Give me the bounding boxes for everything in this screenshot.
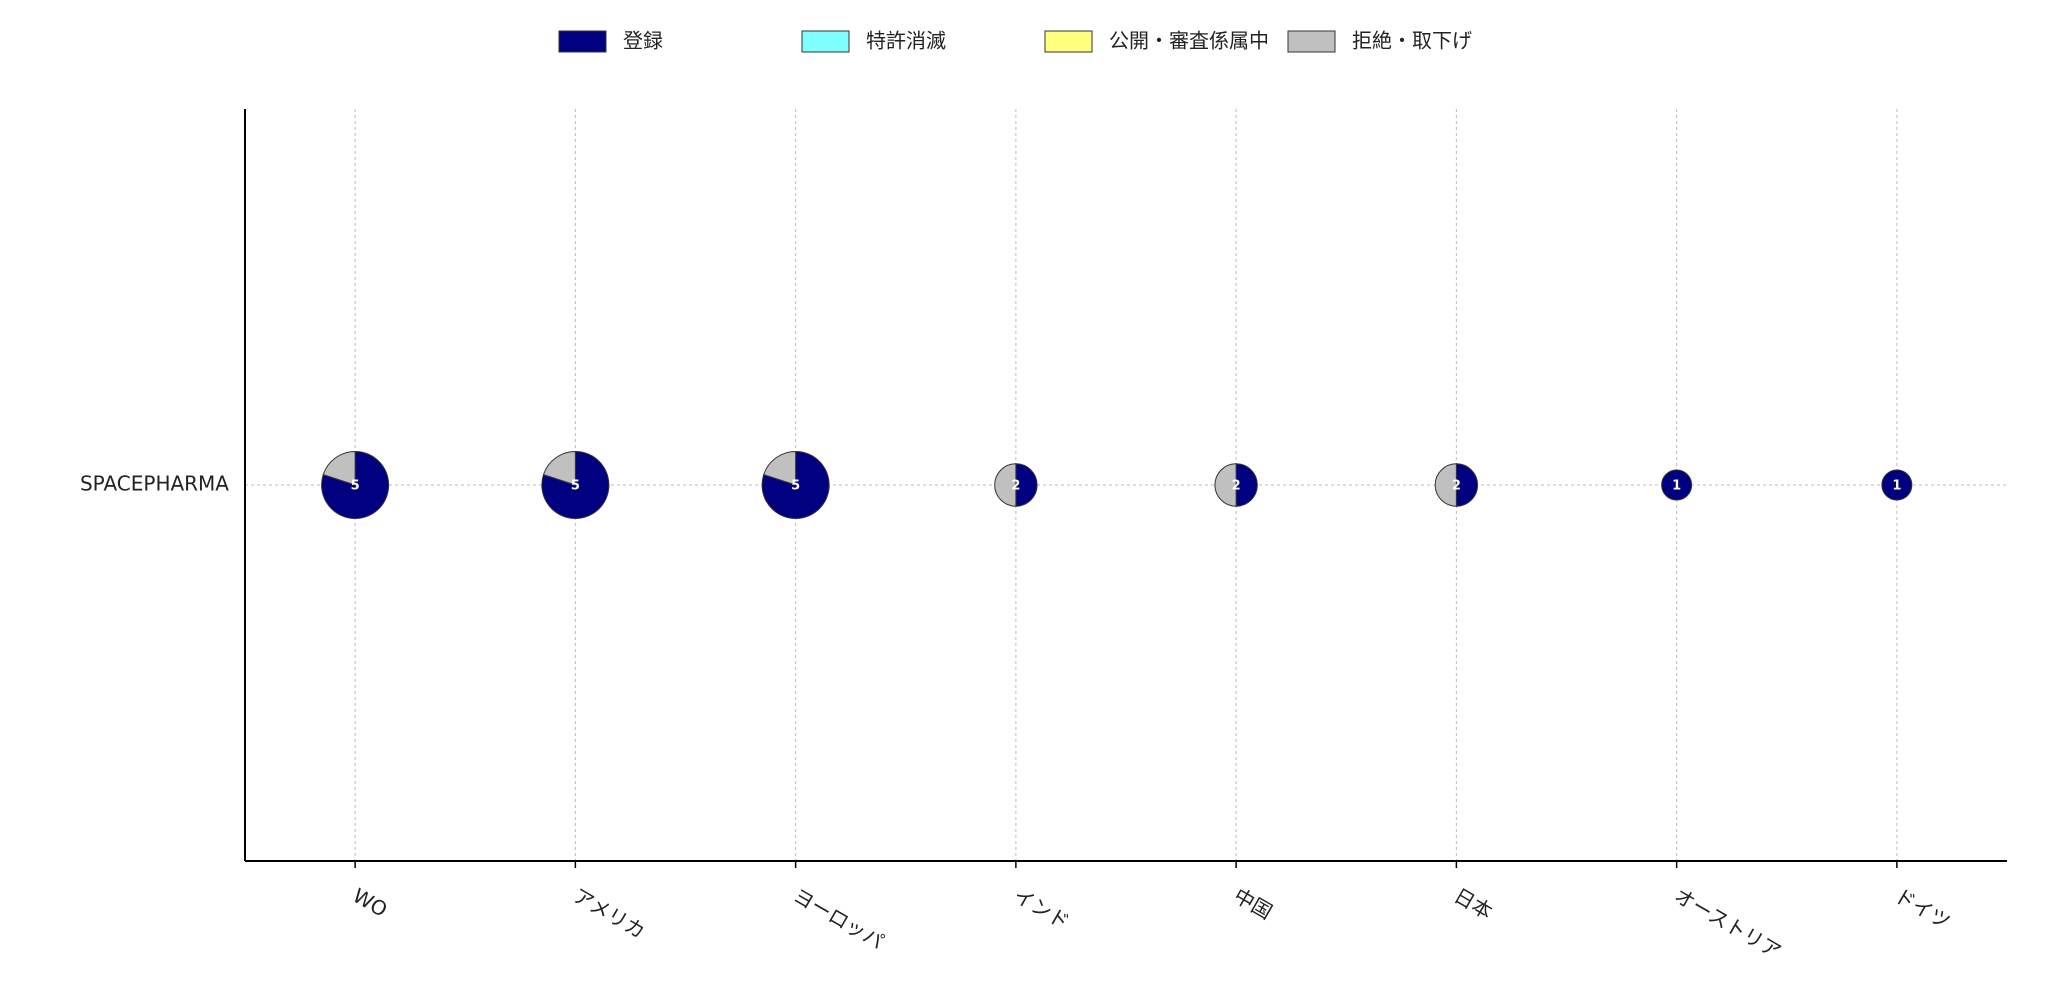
pie-wedge [1661, 469, 1693, 501]
legend-swatch [558, 30, 607, 53]
legend-label: 拒絶・取下げ [1352, 29, 1472, 53]
pie-wedge [322, 450, 356, 486]
pie-total-label: 5 [791, 479, 800, 494]
x-tick-label: アメリカ [569, 883, 649, 943]
pie-wedge [1214, 463, 1237, 507]
pie-total-label: 2 [1452, 479, 1461, 494]
x-tick-label: インド [1010, 883, 1074, 934]
pie-total-label: 2 [1232, 479, 1241, 494]
pie-wedge [542, 450, 576, 486]
pie-wedge [1434, 463, 1457, 507]
x-tick-label: WO [349, 883, 392, 922]
x-tick-label: ヨーロッパ [789, 883, 888, 954]
pie-wedge [1235, 463, 1258, 507]
legend-swatch [1287, 30, 1336, 53]
pie-wedge [1015, 463, 1038, 507]
pie-wedge [1455, 463, 1478, 507]
pie-total-label: 5 [351, 479, 360, 494]
pie-total-label: 5 [571, 479, 580, 494]
legend-label: 登録 [623, 29, 663, 53]
x-tick-label: 日本 [1450, 883, 1497, 924]
legend-swatch [1044, 30, 1093, 53]
pie-wedge [763, 450, 797, 486]
legend-swatch [801, 30, 850, 53]
y-tick-label: SPACEPHARMA [80, 472, 229, 496]
pie-wedge [1881, 469, 1913, 501]
x-tick-label: ドイツ [1891, 883, 1955, 934]
pie-total-label: 1 [1892, 479, 1901, 494]
legend-label: 公開・審査係属中 [1109, 29, 1269, 53]
x-tick-label: 中国 [1230, 883, 1277, 924]
x-tick-label: オーストリア [1670, 883, 1785, 963]
pie-wedge [994, 463, 1017, 507]
pie-total-label: 2 [1011, 479, 1020, 494]
legend-label: 特許消滅 [866, 29, 946, 53]
pie-total-label: 1 [1672, 479, 1681, 494]
